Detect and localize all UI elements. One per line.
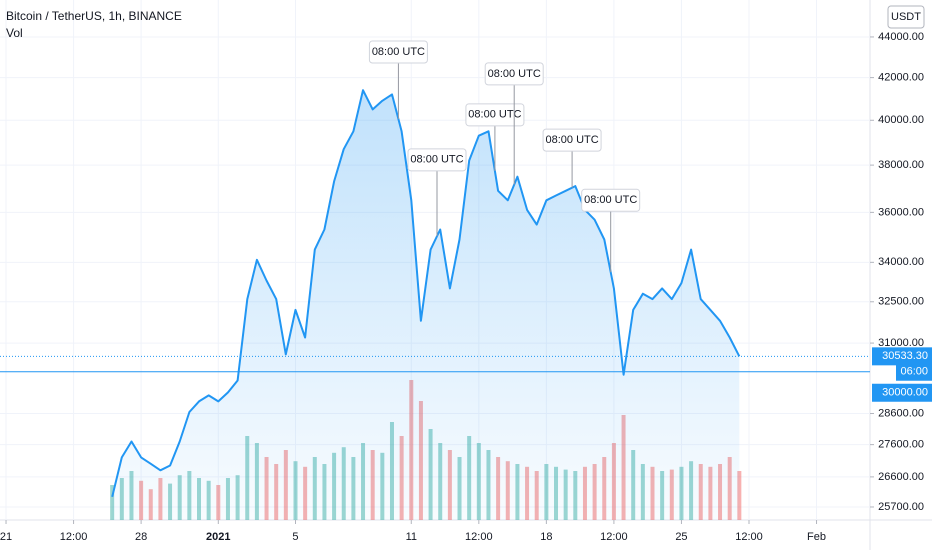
annotation-box: [581, 188, 641, 212]
y-tick-label: 44000.00: [878, 31, 924, 43]
x-tick-label: 18: [540, 531, 552, 543]
y-tick-label: 26600.00: [878, 471, 924, 483]
price-area: [112, 90, 740, 520]
x-tick-label: 12:00: [60, 531, 88, 543]
annotation-box: [484, 62, 544, 86]
annotation-label: 08:00 UTC: [545, 134, 598, 146]
price-label: 30000.00: [882, 387, 928, 399]
price-label: 30533.30: [882, 350, 928, 362]
currency-label[interactable]: USDT: [891, 11, 921, 23]
annotation-box: [465, 103, 525, 127]
volume-bar: [737, 471, 742, 520]
price-line: [111, 89, 741, 498]
x-tick-label: 2021: [206, 531, 230, 543]
y-tick-label: 25700.00: [878, 501, 924, 513]
annotation-label: 08:00 UTC: [584, 194, 637, 206]
annotation-label: 08:00 UTC: [488, 68, 541, 80]
annotation-box: [368, 40, 428, 64]
y-tick-label: 40000.00: [878, 114, 924, 126]
x-tick-label: 21: [0, 531, 12, 543]
x-tick-label: 25: [675, 531, 687, 543]
y-tick-label: 32500.00: [878, 296, 924, 308]
annotation-label: 08:00 UTC: [410, 154, 463, 166]
x-tick-label: 12:00: [600, 531, 628, 543]
annotation-label: 08:00 UTC: [468, 109, 521, 121]
x-tick-label: 28: [135, 531, 147, 543]
y-tick-label: 38000.00: [878, 159, 924, 171]
countdown-box: [896, 362, 932, 381]
currency-button[interactable]: [887, 5, 925, 29]
x-tick-label: 12:00: [735, 531, 763, 543]
annotation-label: 08:00 UTC: [372, 46, 425, 58]
y-tick-label: 36000.00: [878, 206, 924, 218]
chart-title: Bitcoin / TetherUS, 1h, BINANCE: [6, 9, 182, 23]
x-tick-label: 11: [406, 531, 417, 543]
annotation-box: [407, 148, 467, 172]
y-tick-label: 42000.00: [878, 72, 924, 84]
x-tick-label: 12:00: [465, 531, 493, 543]
x-tick-label: 5: [292, 531, 298, 543]
price-label-box: [872, 347, 932, 366]
x-tick-label: Feb: [807, 531, 826, 543]
y-tick-label: 28600.00: [878, 407, 924, 419]
price-label-box: [872, 383, 932, 402]
volume-bar: [110, 485, 115, 520]
annotation-box: [542, 128, 602, 152]
y-tick-label: 31000.00: [878, 337, 924, 349]
y-tick-label: 27600.00: [878, 439, 924, 451]
y-tick-label: 34000.00: [878, 256, 924, 268]
volume-legend: Vol: [6, 26, 23, 40]
countdown-label: 06:00: [900, 366, 928, 378]
